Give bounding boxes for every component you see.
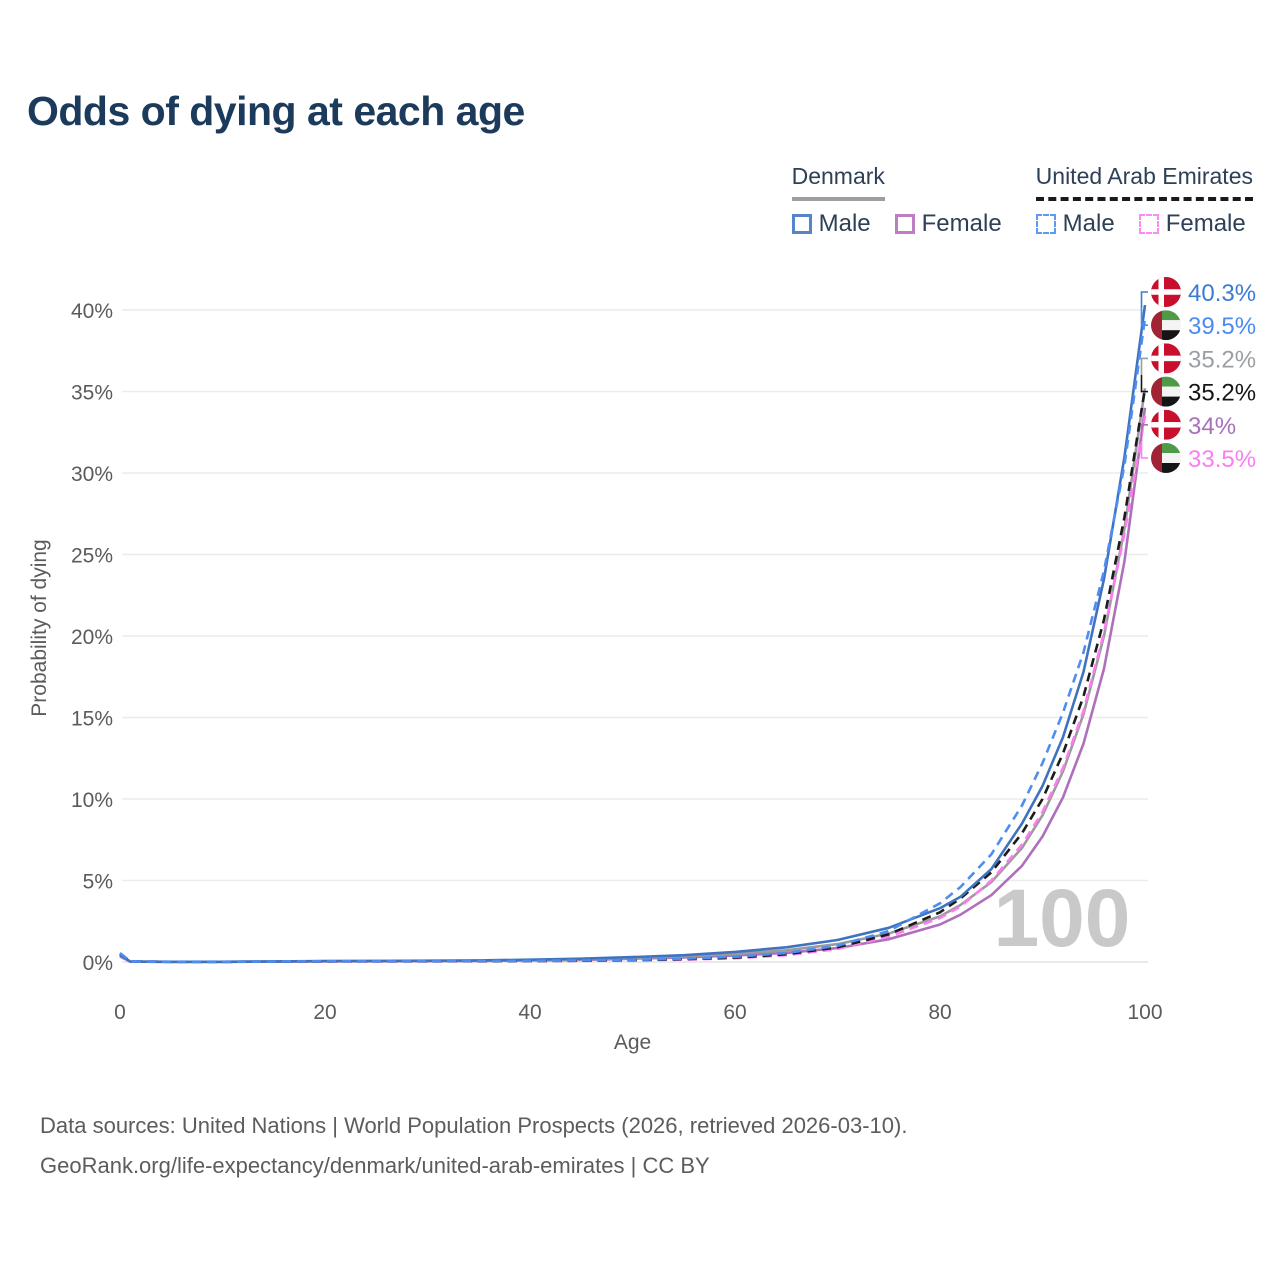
end-value-label-denmark-male: 40.3% [1188, 280, 1256, 307]
uae-flag-icon-part [1151, 376, 1162, 407]
x-tick-label-60: 60 [723, 1001, 746, 1024]
legend-label-denmark-female: Female [921, 210, 1002, 237]
data-sources-footer: Data sources: United Nations | World Pop… [40, 1106, 907, 1186]
y-tick-label-40: 40% [71, 300, 113, 323]
uae-flag-icon-part [1162, 330, 1181, 341]
end-value-label-united-arab-emirates-male: 39.5% [1188, 313, 1256, 340]
legend-checkbox-uae-male[interactable] [1035, 214, 1056, 234]
uae-flag-icon [1151, 443, 1181, 473]
legend-group-denmark: Denmark Male Female [791, 163, 1002, 238]
y-tick-label-35: 35% [71, 382, 113, 405]
uae-flag-icon-part [1162, 386, 1181, 397]
x-tick-label-20: 20 [313, 1001, 336, 1024]
uae-flag-icon-part [1162, 396, 1181, 407]
end-value-label-united-arab-emirates-female: 33.5% [1188, 446, 1256, 473]
legend-toggle-denmark-female[interactable]: Female [894, 210, 1002, 238]
uae-flag-icon-part [1162, 376, 1181, 387]
footer-line-sources: Data sources: United Nations | World Pop… [40, 1113, 908, 1138]
legend-checkbox-denmark-female[interactable] [894, 214, 915, 234]
footer-line-attribution: GeoRank.org/life-expectancy/denmark/unit… [40, 1153, 710, 1178]
end-value-label-denmark-both-sexes: 35.2% [1188, 346, 1256, 373]
uae-flag-icon [1151, 376, 1181, 407]
y-tick-label-30: 30% [71, 463, 113, 486]
legend-label-uae-male: Male [1062, 210, 1115, 237]
legend-checkbox-uae-female[interactable] [1138, 214, 1159, 234]
x-tick-label-40: 40 [518, 1001, 541, 1024]
legend-toggle-uae-female[interactable]: Female [1138, 210, 1246, 238]
legend-toggle-uae-male[interactable]: Male [1035, 210, 1115, 238]
legend-toggle-denmark-male[interactable]: Male [791, 210, 871, 238]
y-tick-label-25: 25% [71, 545, 113, 568]
uae-flag-icon-part [1162, 320, 1181, 331]
legend-checkbox-denmark-male[interactable] [791, 214, 812, 234]
uae-flag-icon-part [1162, 463, 1181, 473]
hover-age-watermark: 100 [994, 873, 1131, 964]
x-tick-label-0: 0 [114, 1001, 126, 1024]
denmark-flag-icon-part [1151, 355, 1181, 362]
legend-items-uae: Male Female [1035, 210, 1253, 238]
denmark-flag-icon [1151, 277, 1181, 307]
x-axis-title: Age [614, 1031, 651, 1054]
y-axis-title: Probability of dying [28, 539, 51, 716]
end-value-label-united-arab-emirates-both-sexes: 35.2% [1188, 380, 1256, 407]
y-tick-label-5: 5% [83, 871, 113, 894]
denmark-flag-icon-part [1151, 289, 1181, 295]
y-tick-label-10: 10% [71, 789, 113, 812]
y-tick-label-0: 0% [83, 952, 113, 975]
page-title: Odds of dying at each age [27, 88, 525, 134]
chart-legend: Denmark Male Female United Arab Emirates… [791, 163, 1253, 238]
legend-items-denmark: Male Female [791, 210, 1002, 238]
label-connector [1140, 441, 1148, 459]
series-line-denmark-male [119, 304, 1147, 964]
legend-label-uae-female: Female [1165, 210, 1246, 237]
uae-flag-icon [1151, 310, 1181, 341]
uae-flag-icon-part [1151, 443, 1162, 473]
series-line-united-arab-emirates-male [119, 317, 1147, 963]
denmark-flag-icon [1151, 409, 1181, 440]
denmark-flag-icon [1151, 343, 1181, 374]
series-line-denmark-both-sexes [119, 388, 1147, 964]
uae-flag-icon-part [1162, 443, 1181, 453]
y-tick-label-15: 15% [71, 708, 113, 731]
legend-country-denmark: Denmark [791, 163, 885, 201]
legend-group-uae: United Arab Emirates Male Female [1035, 163, 1253, 238]
denmark-flag-icon-part [1151, 422, 1181, 428]
uae-flag-icon-part [1162, 310, 1181, 321]
x-tick-label-100: 100 [1127, 1001, 1162, 1024]
label-connector [1140, 375, 1148, 393]
y-tick-label-20: 20% [71, 626, 113, 649]
legend-country-uae: United Arab Emirates [1035, 163, 1253, 201]
label-connector [1140, 357, 1148, 375]
end-value-label-denmark-female: 34% [1188, 413, 1236, 440]
x-tick-label-80: 80 [928, 1001, 951, 1024]
legend-label-denmark-male: Male [818, 210, 871, 237]
uae-flag-icon-part [1151, 310, 1162, 341]
uae-flag-icon-part [1162, 453, 1181, 463]
label-connector [1140, 424, 1148, 442]
series-line-united-arab-emirates-both-sexes [119, 387, 1147, 964]
label-connector [1140, 291, 1148, 309]
label-connector [1140, 308, 1148, 326]
